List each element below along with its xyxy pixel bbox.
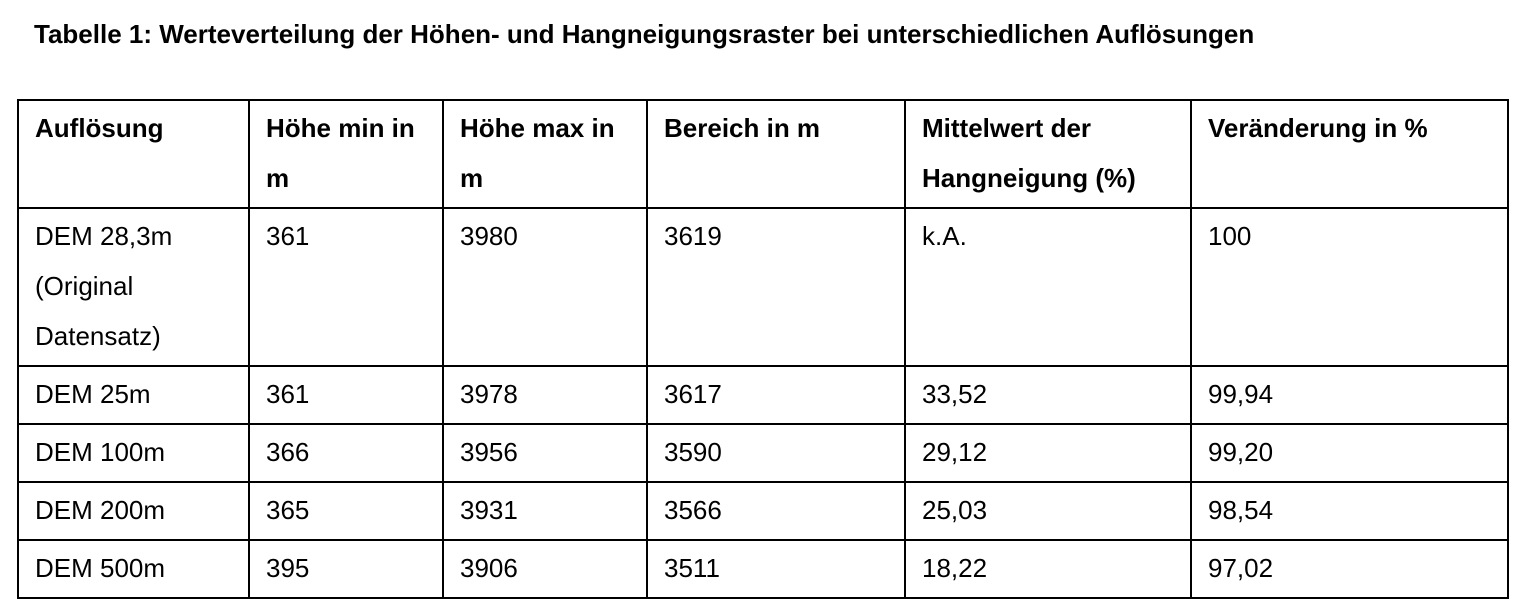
cell-range: 3619 — [646, 207, 906, 367]
cell-height-min: 361 — [248, 365, 444, 425]
cell-change: 100 — [1190, 207, 1509, 367]
column-header-resolution: Auflösung — [17, 99, 250, 209]
cell-range: 3590 — [646, 423, 906, 483]
data-table: Auflösung Höhe min in m Höhe max in m Be… — [17, 99, 1509, 599]
cell-height-max: 3978 — [442, 365, 648, 425]
cell-range: 3566 — [646, 481, 906, 541]
cell-height-max: 3931 — [442, 481, 648, 541]
cell-height-min: 361 — [248, 207, 444, 367]
cell-height-max: 3956 — [442, 423, 648, 483]
table-header-row: Auflösung Höhe min in m Höhe max in m Be… — [17, 99, 1509, 209]
table-row: DEM 500m 395 3906 3511 18,22 97,02 — [17, 539, 1509, 599]
cell-resolution: DEM 200m — [17, 481, 250, 541]
cell-change: 99,94 — [1190, 365, 1509, 425]
cell-height-min: 365 — [248, 481, 444, 541]
column-header-height-max: Höhe max in m — [442, 99, 648, 209]
cell-resolution: DEM 500m — [17, 539, 250, 599]
cell-mean-slope: 29,12 — [904, 423, 1192, 483]
column-header-range: Bereich in m — [646, 99, 906, 209]
table-row: DEM 100m 366 3956 3590 29,12 99,20 — [17, 423, 1509, 483]
cell-height-max: 3980 — [442, 207, 648, 367]
cell-change: 99,20 — [1190, 423, 1509, 483]
table-row: DEM 200m 365 3931 3566 25,03 98,54 — [17, 481, 1509, 541]
table-caption: Tabelle 1: Werteverteilung der Höhen- un… — [34, 19, 1255, 49]
column-header-change: Veränderung in % — [1190, 99, 1509, 209]
table-row: DEM 25m 361 3978 3617 33,52 99,94 — [17, 365, 1509, 425]
cell-mean-slope: 18,22 — [904, 539, 1192, 599]
cell-mean-slope: 33,52 — [904, 365, 1192, 425]
cell-resolution: DEM 25m — [17, 365, 250, 425]
cell-change: 97,02 — [1190, 539, 1509, 599]
cell-mean-slope: k.A. — [904, 207, 1192, 367]
cell-resolution: DEM 100m — [17, 423, 250, 483]
cell-resolution: DEM 28,3m (Original Datensatz) — [17, 207, 250, 367]
cell-range: 3511 — [646, 539, 906, 599]
cell-range: 3617 — [646, 365, 906, 425]
cell-height-max: 3906 — [442, 539, 648, 599]
cell-change: 98,54 — [1190, 481, 1509, 541]
cell-height-min: 395 — [248, 539, 444, 599]
column-header-height-min: Höhe min in m — [248, 99, 444, 209]
cell-mean-slope: 25,03 — [904, 481, 1192, 541]
cell-height-min: 366 — [248, 423, 444, 483]
table-row: DEM 28,3m (Original Datensatz) 361 3980 … — [17, 207, 1509, 367]
column-header-mean-slope: Mittelwert der Hangneigung (%) — [904, 99, 1192, 209]
